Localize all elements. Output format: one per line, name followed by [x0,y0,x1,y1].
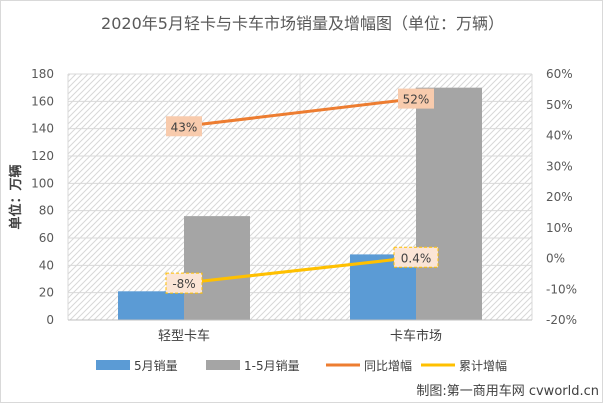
right-tick-label: -10% [546,282,577,296]
data-label: 52% [403,93,430,107]
legend-swatch [96,360,130,370]
left-tick-label: 160 [31,94,54,108]
left-tick-label: 40 [39,258,54,272]
right-tick-label: 10% [546,221,573,235]
category-label: 轻型卡车 [158,328,210,344]
legend-swatch [206,360,240,370]
data-label: 0.4% [401,251,432,265]
right-tick-label: 0% [546,252,565,266]
left-tick-label: 80 [39,204,54,218]
legend: 5月销量 1-5月销量 同比增幅 累计增幅 [96,358,507,373]
category-label: 卡车市场 [390,328,442,344]
data-label: -8% [172,277,195,291]
left-tick-label: 0 [46,313,54,327]
chart-title: 2020年5月轻卡与卡车市场销量及增幅图（单位：万辆） [101,14,504,33]
lines: 43% 52% -8% 0.4% [165,88,439,294]
credit-text: 制图:第一商用车网 cvworld.cn [416,384,599,399]
bar-may [118,291,184,320]
right-tick-label: -20% [546,313,577,327]
y-axis-label: 单位：万辆 [8,164,24,229]
series-line [183,97,417,128]
axes: 0 20 40 60 80 100 120 140 160 180 -20% -10% 0% 10% 20%… [8,67,577,344]
legend-label: 同比增幅 [364,358,412,373]
legend-label: 1-5月销量 [244,359,300,373]
right-tick-label: 30% [546,159,573,173]
data-label-box [398,88,434,109]
left-tick-label: 140 [31,122,54,136]
left-tick-label: 180 [31,67,54,81]
data-label-box [165,272,203,294]
right-tick-label: 20% [546,190,573,204]
right-tick-label: 60% [546,67,573,81]
data-label: 43% [171,120,198,134]
right-tick-label: 50% [546,98,573,112]
left-tick-label: 120 [31,149,54,163]
series-line [183,255,417,285]
bar-ytd [184,216,250,320]
left-tick-label: 100 [31,176,54,190]
legend-label: 5月销量 [134,359,178,373]
legend-label: 累计增幅 [459,358,507,373]
data-label-box [166,116,202,137]
left-tick-label: 60 [39,231,54,245]
right-tick-label: 40% [546,129,573,143]
left-tick-label: 20 [39,286,54,300]
bar-ytd [416,87,482,321]
bars [118,87,482,321]
data-label-box [393,246,439,268]
